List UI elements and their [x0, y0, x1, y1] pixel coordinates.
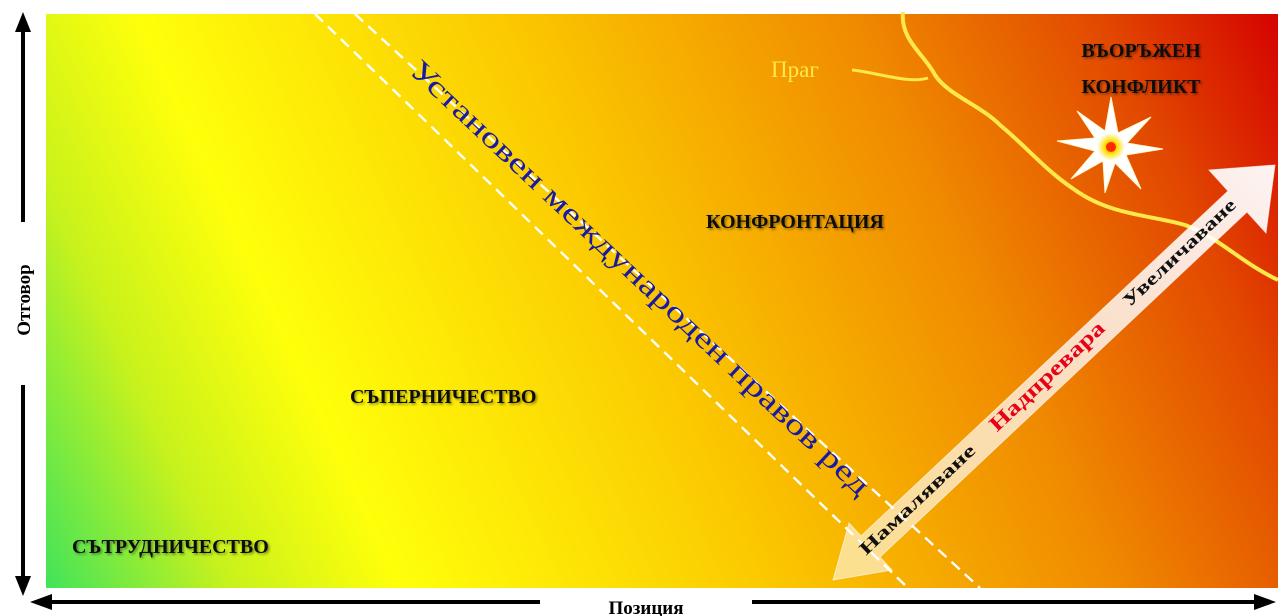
y-axis-arrowhead-down	[15, 576, 31, 596]
x-axis-arrowhead-left	[30, 594, 52, 610]
zone-confrontation: КОНФРОНТАЦИЯ	[706, 211, 884, 233]
zone-armed-conflict-line2: КОНФЛИКТ	[1081, 76, 1201, 98]
competition-arrow	[832, 164, 1276, 581]
gradient-field	[46, 14, 1278, 588]
threshold-leader	[851, 68, 929, 82]
threshold-label: Праг	[771, 57, 819, 82]
x-axis: Позиция	[30, 594, 1276, 616]
zone-cooperation: СЪТРУДНИЧЕСТВО	[72, 536, 269, 558]
x-axis-label: Позиция	[608, 598, 683, 616]
y-axis-arrowhead-up	[15, 12, 31, 32]
zone-armed-conflict-line1: ВЪОРЪЖЕН	[1081, 40, 1201, 62]
zone-rivalry: СЪПЕРНИЧЕСТВО	[350, 386, 536, 408]
starburst-icon	[1056, 96, 1164, 194]
x-axis-arrowhead-right	[1254, 594, 1276, 610]
y-axis: Отговор	[14, 12, 35, 596]
y-axis-label: Отговор	[14, 264, 35, 336]
order-boundary-upper	[314, 13, 909, 589]
order-boundary-lower	[354, 13, 981, 589]
